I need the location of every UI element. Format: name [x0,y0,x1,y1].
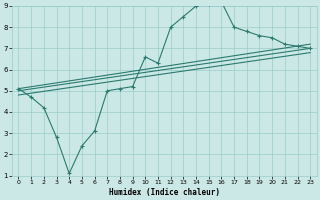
X-axis label: Humidex (Indice chaleur): Humidex (Indice chaleur) [109,188,220,197]
